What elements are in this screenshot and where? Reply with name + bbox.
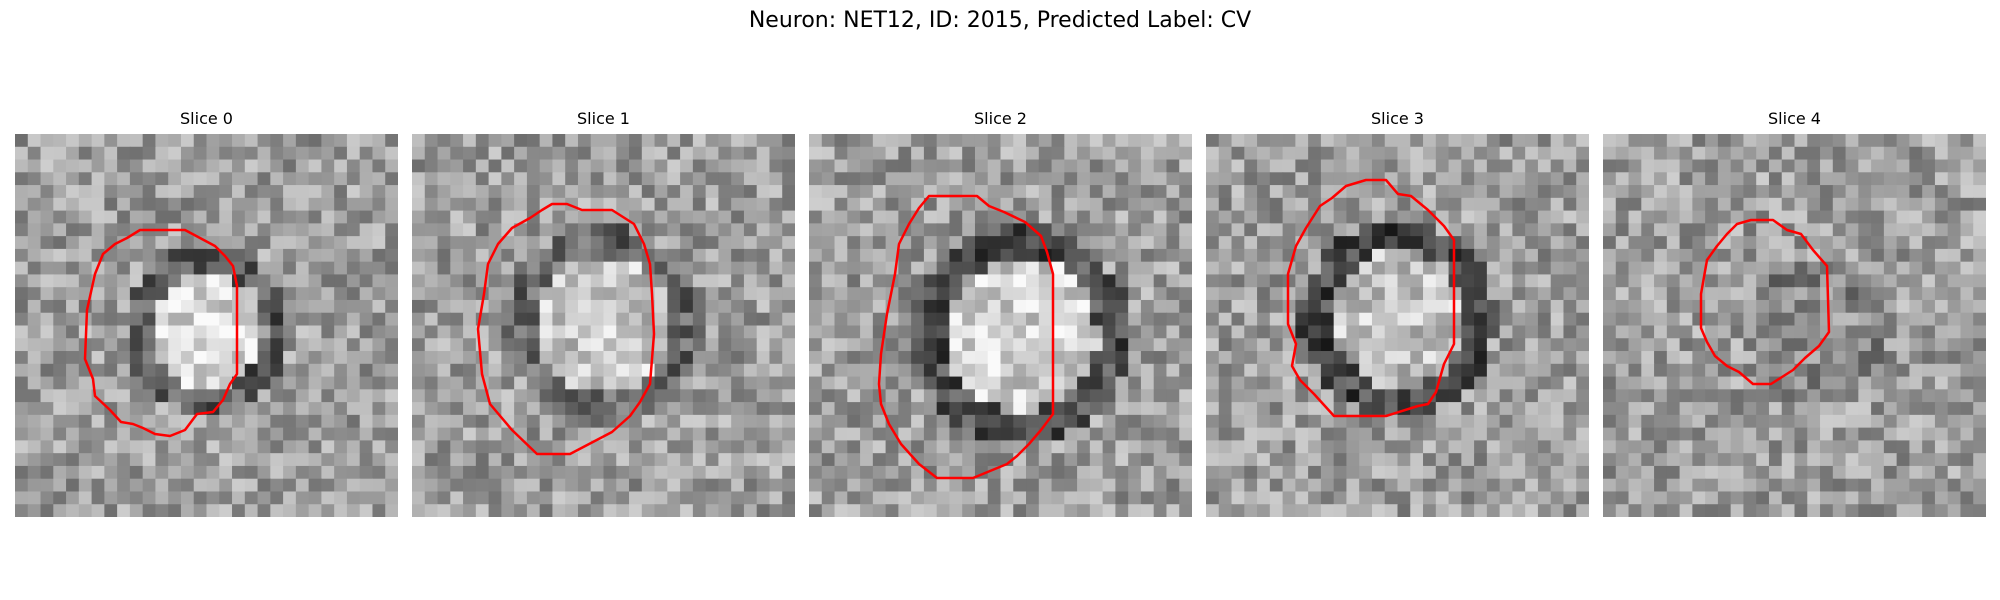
slice-image-3 bbox=[1206, 134, 1589, 517]
figure-title: Neuron: NET12, ID: 2015, Predicted Label… bbox=[748, 8, 1252, 33]
segmentation-outline-2 bbox=[877, 194, 1055, 480]
segmentation-outline-4 bbox=[1699, 218, 1831, 386]
slice-panel-2: Slice 2 bbox=[809, 108, 1192, 517]
slice-title-2: Slice 2 bbox=[974, 109, 1027, 128]
slice-title-4: Slice 4 bbox=[1768, 109, 1821, 128]
segmentation-outline-1 bbox=[476, 202, 656, 456]
segmentation-outline-0 bbox=[83, 228, 239, 438]
slice-image-1 bbox=[412, 134, 795, 517]
slice-image-2 bbox=[809, 134, 1192, 517]
slice-panel-3: Slice 3 bbox=[1206, 108, 1589, 517]
segmentation-outline-3 bbox=[1286, 178, 1456, 418]
slice-title-3: Slice 3 bbox=[1371, 109, 1424, 128]
slice-image-0 bbox=[15, 134, 398, 517]
slice-title-1: Slice 1 bbox=[577, 109, 630, 128]
slice-title-0: Slice 0 bbox=[180, 109, 233, 128]
slice-panel-1: Slice 1 bbox=[412, 108, 795, 517]
slice-panel-0: Slice 0 bbox=[15, 108, 398, 517]
slice-panel-4: Slice 4 bbox=[1603, 108, 1986, 517]
slice-image-4 bbox=[1603, 134, 1986, 517]
